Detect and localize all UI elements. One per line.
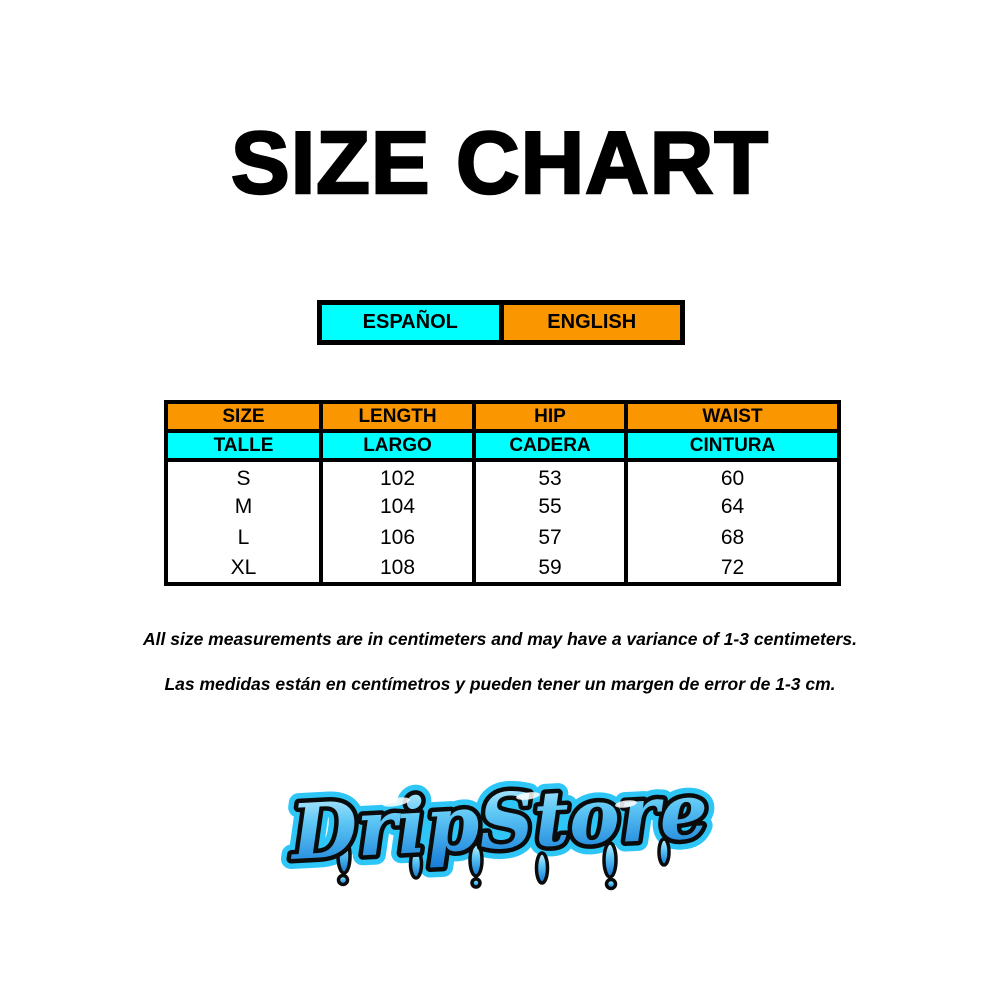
header-hip: HIP [472, 400, 628, 433]
table-row-l: L 106 57 68 [164, 522, 841, 553]
header-length: LENGTH [319, 400, 476, 433]
size-table: SIZE LENGTH HIP WAIST TALLE LARGO CADERA… [164, 400, 841, 586]
cell-length: 102 [319, 460, 476, 491]
language-tabs: ESPAÑOL ENGLISH [317, 300, 685, 345]
tab-espanol[interactable]: ESPAÑOL [322, 305, 504, 340]
table-header-english: SIZE LENGTH HIP WAIST [164, 400, 841, 433]
note-spanish: Las medidas están en centímetros y puede… [164, 674, 836, 694]
cell-size: S [164, 460, 323, 491]
header-talle: TALLE [164, 429, 323, 462]
header-cintura: CINTURA [624, 429, 841, 462]
logo-drip-shapes [336, 837, 671, 891]
table-header-spanish: TALLE LARGO CADERA CINTURA [164, 429, 841, 462]
cell-size: M [164, 491, 323, 522]
logo-text: DripStore [287, 766, 710, 877]
page-title: SIZE CHART [230, 112, 770, 214]
table-row-s: S 102 53 60 [164, 460, 841, 491]
cell-hip: 53 [472, 460, 628, 491]
cell-length: 104 [319, 491, 476, 522]
cell-hip: 55 [472, 491, 628, 522]
table-row-xl: XL 108 59 72 [164, 553, 841, 584]
cell-length: 106 [319, 522, 476, 553]
cell-waist: 60 [624, 460, 841, 491]
cell-size: XL [164, 553, 323, 584]
cell-hip: 57 [472, 522, 628, 553]
cell-waist: 64 [624, 491, 841, 522]
cell-hip: 59 [472, 553, 628, 584]
header-largo: LARGO [319, 429, 476, 462]
header-cadera: CADERA [472, 429, 628, 462]
cell-waist: 68 [624, 522, 841, 553]
header-waist: WAIST [624, 400, 841, 433]
cell-size: L [164, 522, 323, 553]
cell-length: 108 [319, 553, 476, 584]
dripstore-logo: DripStore DripStore DripStore [278, 756, 720, 891]
logo-ice-glints [382, 792, 637, 808]
header-size: SIZE [164, 400, 323, 433]
cell-waist: 72 [624, 553, 841, 584]
table-row-m: M 104 55 64 [164, 491, 841, 522]
note-english: All size measurements are in centimeters… [143, 629, 857, 649]
tab-english[interactable]: ENGLISH [503, 305, 680, 340]
